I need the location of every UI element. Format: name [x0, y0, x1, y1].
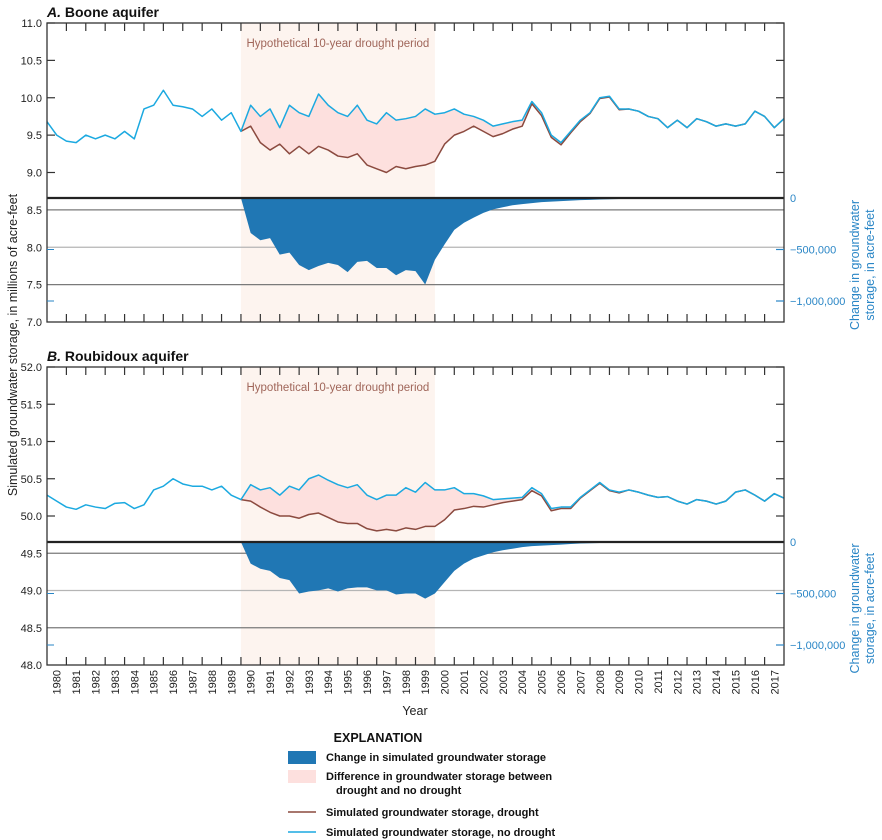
drought-period-band	[240, 23, 435, 322]
y-tick-label: 50.5	[21, 474, 42, 486]
right-y-tick-label: −500,000	[790, 245, 836, 257]
y-tick-label: 49.5	[21, 548, 42, 560]
change-in-storage-area	[240, 542, 784, 599]
right-axis-title-line2: storage, in acre-feet	[863, 552, 877, 664]
x-tick-label: 1998	[401, 670, 413, 694]
difference-area	[240, 475, 784, 531]
x-tick-label: 1984	[129, 670, 141, 694]
y-tick-label: 51.0	[21, 437, 42, 449]
legend-swatch-difference	[288, 770, 316, 783]
y-tick-label: 7.5	[27, 280, 42, 292]
y-tick-label: 50.0	[21, 511, 42, 523]
legend-label-drought: Simulated groundwater storage, drought	[326, 807, 539, 819]
x-tick-label: 1985	[149, 670, 161, 694]
y-tick-label: 11.0	[21, 18, 42, 30]
x-tick-label: 2010	[634, 670, 646, 694]
left-axis-title: Simulated groundwater storage, in millio…	[6, 193, 20, 496]
right-axis-title-line1: Change in groundwater	[848, 200, 862, 330]
panel-name: Boone aquifer	[61, 4, 160, 20]
x-tick-label: 2011	[653, 670, 665, 694]
y-tick-label: 48.5	[21, 623, 42, 635]
x-tick-label: 1982	[90, 670, 102, 694]
x-tick-label: 1988	[207, 670, 219, 694]
x-tick-label: 1992	[284, 670, 296, 694]
y-tick-label: 10.5	[21, 55, 42, 67]
no-drought-storage-line	[46, 89, 785, 144]
y-tick-label: 7.0	[27, 317, 42, 329]
x-tick-label: 1993	[304, 670, 316, 694]
y-tick-label: 48.0	[21, 660, 42, 672]
x-tick-label: 2001	[459, 670, 471, 694]
legend-label-no-drought: Simulated groundwater storage, no drough…	[326, 827, 556, 839]
difference-area	[240, 94, 784, 173]
x-tick-label: 2006	[556, 670, 568, 694]
x-tick-label: 2013	[692, 670, 704, 694]
legend-label-difference: Difference in groundwater storage betwee…	[326, 771, 552, 783]
x-tick-label: 1991	[265, 670, 277, 694]
y-tick-label: 9.5	[27, 130, 42, 142]
x-tick-label: 1989	[226, 670, 238, 694]
x-axis-title: Year	[402, 704, 427, 718]
right-axis-title-line2: storage, in acre-feet	[863, 209, 877, 321]
y-tick-label: 52.0	[21, 362, 42, 374]
right-y-tick-label: −1,000,000	[790, 640, 845, 652]
legend: EXPLANATION Change in simulated groundwa…	[288, 731, 556, 839]
panel-a-boone: A. Boone aquifer Hypothetical 10-year dro…	[21, 4, 877, 330]
panel-b-roubidoux: B. Roubidoux aquifer Hypothetical 10-year…	[21, 348, 877, 694]
drought-period-label: Hypothetical 10-year drought period	[246, 38, 429, 50]
panel-title: B. Roubidoux aquifer	[47, 348, 189, 364]
x-tick-label: 2000	[440, 670, 452, 694]
x-tick-label: 1986	[168, 670, 180, 694]
y-tick-label: 9.0	[27, 168, 42, 180]
x-tick-label: 2015	[731, 670, 743, 694]
x-tick-label: 2012	[672, 670, 684, 694]
y-tick-label: 49.0	[21, 586, 42, 598]
no-drought-storage-line	[46, 474, 785, 511]
x-tick-label: 1990	[246, 670, 258, 694]
panel-title: A. Boone aquifer	[46, 4, 160, 20]
x-tick-label: 2003	[498, 670, 510, 694]
x-tick-label: 1999	[420, 670, 432, 694]
x-tick-label: 2016	[750, 670, 762, 694]
x-tick-label: 1981	[71, 670, 83, 694]
y-tick-label: 8.5	[27, 205, 42, 217]
right-y-tick-label: −1,000,000	[790, 296, 845, 308]
panel-name: Roubidoux aquifer	[61, 348, 189, 364]
x-tick-label: 1997	[381, 670, 393, 694]
right-y-tick-label: −500,000	[790, 589, 836, 601]
x-tick-label: 2009	[614, 670, 626, 694]
y-tick-label: 8.0	[27, 242, 42, 254]
right-y-tick-label: 0	[790, 537, 796, 549]
x-tick-label: 1987	[187, 670, 199, 694]
x-tick-label: 2004	[517, 670, 529, 694]
x-tick-label: 1996	[362, 670, 374, 694]
y-tick-label: 10.0	[21, 93, 42, 105]
x-tick-label: 1980	[52, 670, 64, 694]
y-tick-label: 51.5	[21, 399, 42, 411]
x-tick-label: 1994	[323, 670, 335, 694]
legend-swatch-change	[288, 751, 316, 764]
x-tick-label: 2014	[711, 670, 723, 694]
x-tick-label: 1983	[110, 670, 122, 694]
x-tick-label: 2008	[595, 670, 607, 694]
change-in-storage-area	[240, 198, 784, 285]
right-axis-title-line1: Change in groundwater	[848, 544, 862, 674]
legend-label-difference-line2: drought and no drought	[336, 785, 462, 797]
x-tick-label: 2005	[537, 670, 549, 694]
x-tick-label: 2002	[478, 670, 490, 694]
panel-letter: A.	[46, 4, 61, 20]
x-tick-label: 2017	[769, 670, 781, 694]
legend-title: EXPLANATION	[334, 731, 423, 745]
x-tick-label: 2007	[575, 670, 587, 694]
panel-letter: B.	[47, 348, 61, 364]
x-tick-label: 1995	[343, 670, 355, 694]
legend-label-change: Change in simulated groundwater storage	[326, 752, 546, 764]
right-y-tick-label: 0	[790, 193, 796, 205]
drought-period-label: Hypothetical 10-year drought period	[246, 382, 429, 394]
